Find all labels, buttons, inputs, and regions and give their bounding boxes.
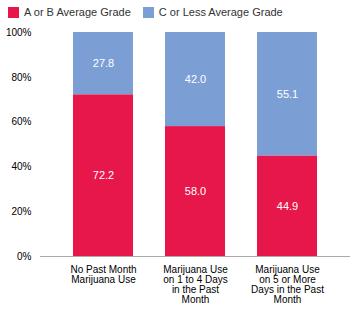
- svg-text:No Past MonthMarijuana Use: No Past MonthMarijuana Use: [70, 264, 136, 285]
- svg-text:20%: 20%: [11, 206, 31, 217]
- svg-text:42.0: 42.0: [185, 73, 206, 85]
- svg-text:55.1: 55.1: [277, 88, 298, 100]
- svg-text:Marijuana Useon 1 to 4 Daysin: Marijuana Useon 1 to 4 Daysin the PastMo…: [163, 264, 228, 305]
- svg-text:44.9: 44.9: [277, 200, 298, 212]
- svg-text:72.2: 72.2: [93, 169, 114, 181]
- svg-text:40%: 40%: [11, 161, 31, 172]
- svg-text:0%: 0%: [17, 251, 32, 262]
- svg-text:100%: 100%: [6, 27, 32, 38]
- svg-text:27.8: 27.8: [93, 57, 114, 69]
- svg-text:Marijuana Useon 5 or MoreDays: Marijuana Useon 5 or MoreDays in the Pas…: [251, 264, 324, 305]
- svg-text:60%: 60%: [11, 116, 31, 127]
- svg-text:80%: 80%: [11, 72, 31, 83]
- html-text:C or Less Average Grade: C or Less Average Grade: [158, 6, 283, 18]
- svg-text:58.0: 58.0: [185, 185, 206, 197]
- html-text:A or B Average Grade: A or B Average Grade: [24, 6, 131, 18]
